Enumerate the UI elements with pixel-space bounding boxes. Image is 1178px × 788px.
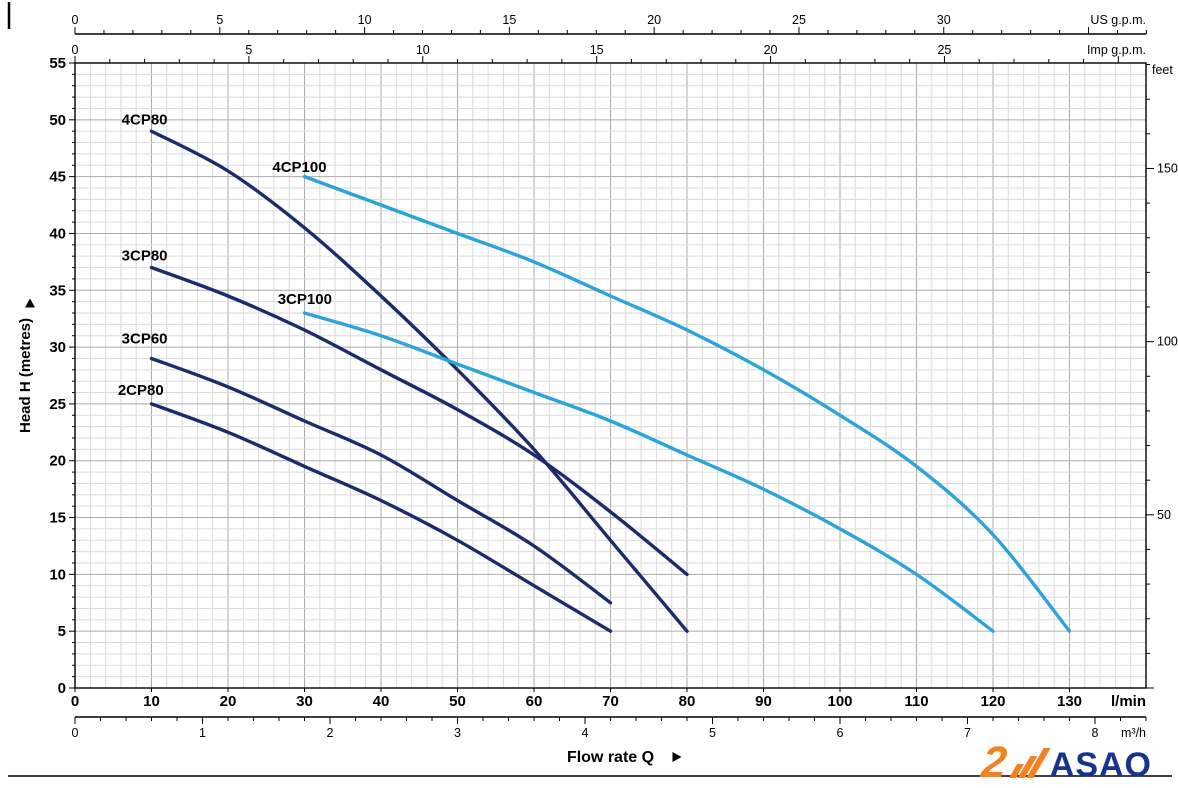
logo-wordmark: ASAO [1049, 746, 1152, 785]
svg-text:5: 5 [709, 726, 716, 740]
svg-text:feet: feet [1152, 63, 1173, 77]
svg-text:10: 10 [416, 43, 430, 57]
axis-metres: 0 5 10 15 20 25 30 35 40 45 50 55 [49, 55, 75, 697]
svg-text:8: 8 [1092, 726, 1099, 740]
svg-text:10: 10 [143, 693, 160, 710]
svg-text:0: 0 [71, 693, 79, 710]
svg-text:10: 10 [49, 566, 66, 583]
svg-text:0: 0 [72, 13, 79, 27]
curve-3CP100 [302, 311, 995, 633]
svg-text:50: 50 [449, 693, 466, 710]
svg-text:7: 7 [964, 726, 971, 740]
svg-text:3: 3 [454, 726, 461, 740]
svg-text:5: 5 [58, 623, 66, 640]
svg-text:100: 100 [1157, 335, 1178, 349]
svg-text:Imp g.p.m.: Imp g.p.m. [1087, 43, 1146, 57]
svg-text:30: 30 [937, 13, 951, 27]
svg-text:110: 110 [904, 693, 928, 710]
svg-text:0: 0 [58, 680, 66, 697]
svg-text:20: 20 [764, 43, 778, 57]
svg-text:150: 150 [1157, 161, 1178, 175]
svg-text:0: 0 [72, 726, 79, 740]
svg-text:70: 70 [602, 693, 619, 710]
pump-curves: 4CP80 4CP100 3CP80 3CP100 3CP60 2CP80 [118, 111, 1072, 633]
svg-text:50: 50 [49, 112, 66, 129]
svg-text:5: 5 [216, 13, 223, 27]
asao-logo: 2 ASAO [979, 737, 1152, 787]
svg-text:40: 40 [49, 225, 66, 242]
svg-text:2: 2 [327, 726, 334, 740]
svg-text:15: 15 [590, 43, 604, 57]
grid [74, 62, 1147, 689]
curve-label-4CP100: 4CP100 [272, 159, 326, 176]
svg-text:15: 15 [502, 13, 516, 27]
svg-text:20: 20 [220, 693, 237, 710]
axis-us-gpm: 0 5 10 15 20 25 30 US g.p.m. [72, 13, 1147, 35]
svg-text:120: 120 [980, 693, 1005, 710]
svg-text:20: 20 [49, 453, 66, 470]
svg-text:90: 90 [755, 693, 772, 710]
curve-4CP80 [149, 129, 689, 633]
svg-text:1: 1 [199, 726, 206, 740]
svg-text:100: 100 [827, 693, 852, 710]
curve-label-2CP80: 2CP80 [118, 382, 164, 399]
y-axis-title: Head H (metres) [17, 318, 34, 433]
curve-label-3CP100: 3CP100 [278, 291, 332, 308]
svg-text:6: 6 [837, 726, 844, 740]
head-arrow-icon [25, 298, 35, 308]
svg-text:130: 130 [1057, 693, 1082, 710]
svg-text:35: 35 [49, 282, 66, 299]
svg-text:25: 25 [49, 396, 66, 413]
svg-text:l/min: l/min [1111, 693, 1146, 710]
curve-4CP100 [302, 174, 1072, 633]
curve-3CP60 [149, 356, 613, 605]
svg-text:US g.p.m.: US g.p.m. [1090, 13, 1146, 27]
svg-text:80: 80 [679, 693, 696, 710]
curve-label-3CP80: 3CP80 [122, 248, 168, 265]
curve-3CP80 [149, 265, 689, 577]
svg-text:60: 60 [526, 693, 543, 710]
svg-text:50: 50 [1157, 508, 1171, 522]
logo-numeral-2: 2 [979, 737, 1010, 787]
axis-lmin: 0 10 20 30 40 50 60 70 80 90 100 110 120 130 l/min [71, 688, 1146, 710]
axis-imp-gpm: 0 5 10 15 20 25 Imp g.p.m. [72, 43, 1146, 63]
flow-arrow-icon [672, 752, 682, 762]
svg-text:4: 4 [582, 726, 589, 740]
curve-2CP80 [149, 402, 613, 633]
svg-text:25: 25 [937, 43, 951, 57]
svg-text:5: 5 [245, 43, 252, 57]
axis-feet: 50 100 150 feet [1146, 63, 1178, 689]
svg-text:25: 25 [792, 13, 806, 27]
svg-text:40: 40 [373, 693, 390, 710]
svg-text:m³/h: m³/h [1121, 726, 1146, 740]
svg-text:10: 10 [358, 13, 372, 27]
svg-text:15: 15 [49, 510, 66, 527]
curve-label-3CP60: 3CP60 [122, 331, 168, 348]
svg-text:55: 55 [49, 55, 66, 72]
svg-text:45: 45 [49, 169, 66, 186]
axis-m3h: 0 1 2 3 4 5 6 7 8 m³/h [72, 716, 1147, 740]
svg-text:20: 20 [647, 13, 661, 27]
logo-slashes-icon [1008, 748, 1051, 778]
x-axis-title: Flow rate Q [567, 749, 654, 766]
svg-text:30: 30 [49, 339, 66, 356]
svg-text:0: 0 [72, 43, 79, 57]
svg-text:30: 30 [296, 693, 313, 710]
curve-label-4CP80: 4CP80 [122, 111, 168, 128]
